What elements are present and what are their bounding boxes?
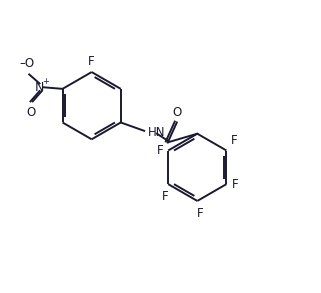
Text: F: F <box>231 178 238 191</box>
Text: HN: HN <box>148 126 166 139</box>
Text: N: N <box>35 81 44 94</box>
Text: F: F <box>197 207 204 220</box>
Text: –O: –O <box>19 57 34 70</box>
Text: F: F <box>231 134 238 147</box>
Text: O: O <box>172 106 181 119</box>
Text: +: + <box>42 77 49 86</box>
Text: F: F <box>156 144 163 157</box>
Text: O: O <box>26 105 35 118</box>
Text: F: F <box>88 55 95 68</box>
Text: F: F <box>162 190 168 203</box>
